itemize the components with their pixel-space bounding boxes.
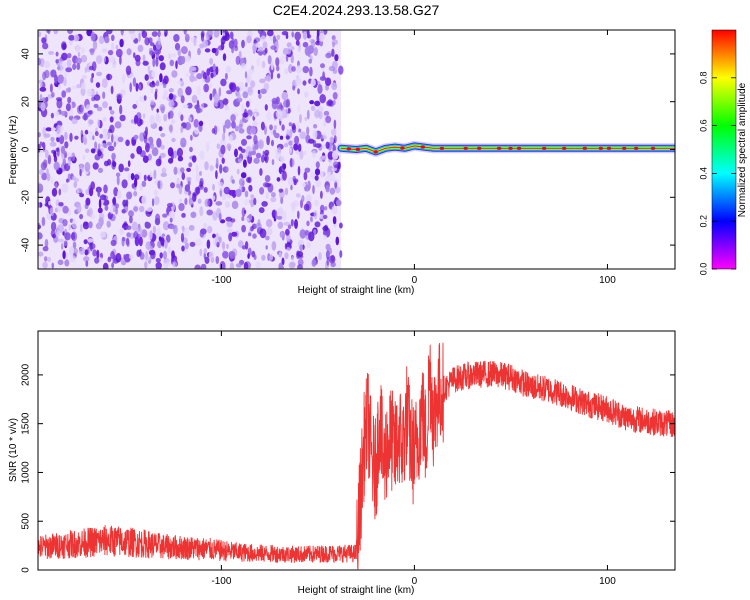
spectrogram-plot-area [38,30,675,269]
y-tick-label: 1000 [21,461,32,484]
signal-ridge [336,140,675,157]
colorbar-tick-label: 0.6 [698,119,708,132]
spectrogram-panel: -100 0 100 -40 -20 0 20 40 Height of straight l… [8,29,676,296]
snr-frame [37,330,676,571]
x-tick-label: 0 [412,275,418,286]
y-tick-label: -40 [21,237,32,252]
x-tick-label: -100 [211,576,231,587]
y-tick-label: 20 [21,96,32,108]
y-tick-label: 40 [21,48,32,60]
y-tick-label: -20 [21,190,32,205]
spectrogram-axes: -100 0 100 -40 -20 0 20 40 [21,30,675,286]
spectrogram-y-axis-label: Frequency (Hz) [8,116,19,185]
colorbar-axis: 0.0 0.2 0.4 0.6 0.8 [698,72,736,276]
chart-title: C2E4.2024.293.13.58.G27 [273,2,440,18]
x-tick-label: 100 [599,275,616,286]
colorbar-tick-label: 0.2 [698,215,708,228]
y-tick-label: 0 [21,146,32,152]
colorbar-label: Normalized spectral amplitude [737,82,748,217]
y-tick-label: 1500 [21,412,32,435]
colorbar-strip [711,29,737,270]
x-tick-label: -100 [211,275,231,286]
x-tick-label: 0 [412,576,418,587]
snr-plot-area [38,342,675,570]
colorbar: 0.0 0.2 0.4 0.6 0.8 Normalized spectral ampl… [698,29,748,276]
y-tick-label: 0 [21,567,32,573]
x-tick-label: 100 [599,576,616,587]
spectrogram-x-axis-label: Height of straight line (km) [298,285,415,296]
snr-y-axis-label: SNR (10 * v/v) [8,418,19,482]
colorbar-tick-label: 0.0 [698,263,708,276]
snr-x-axis-label: Height of straight line (km) [298,585,415,596]
colorbar-tick-label: 0.8 [698,72,708,85]
snr-series-line [38,342,675,570]
y-tick-label: 2000 [21,363,32,386]
y-tick-label: 500 [21,512,32,529]
noise-texture [38,30,344,269]
colorbar-tick-label: 0.4 [698,167,708,180]
